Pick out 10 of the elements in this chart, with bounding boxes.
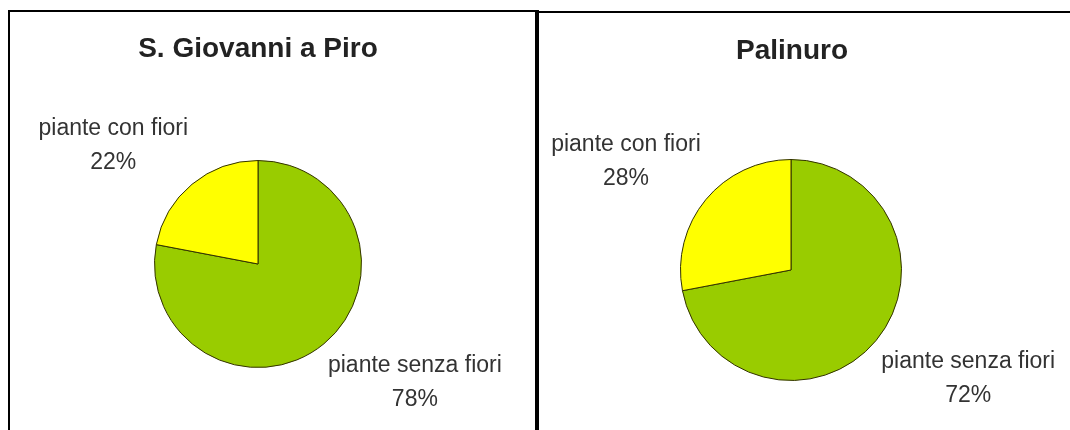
data-label: 22% (90, 147, 137, 174)
data-label: 78% (391, 384, 438, 411)
data-label: 28% (602, 163, 649, 190)
slice-label: piante senza fiori (327, 350, 502, 377)
data-label: 72% (945, 381, 992, 408)
slice-label: piante senza fiori (881, 347, 1056, 374)
slice-label: piante con fiori (551, 129, 701, 156)
chart-title: S. Giovanni a Piro (138, 32, 378, 63)
slice-label: piante con fiori (38, 113, 189, 140)
chart-title: Palinuro (735, 34, 848, 65)
